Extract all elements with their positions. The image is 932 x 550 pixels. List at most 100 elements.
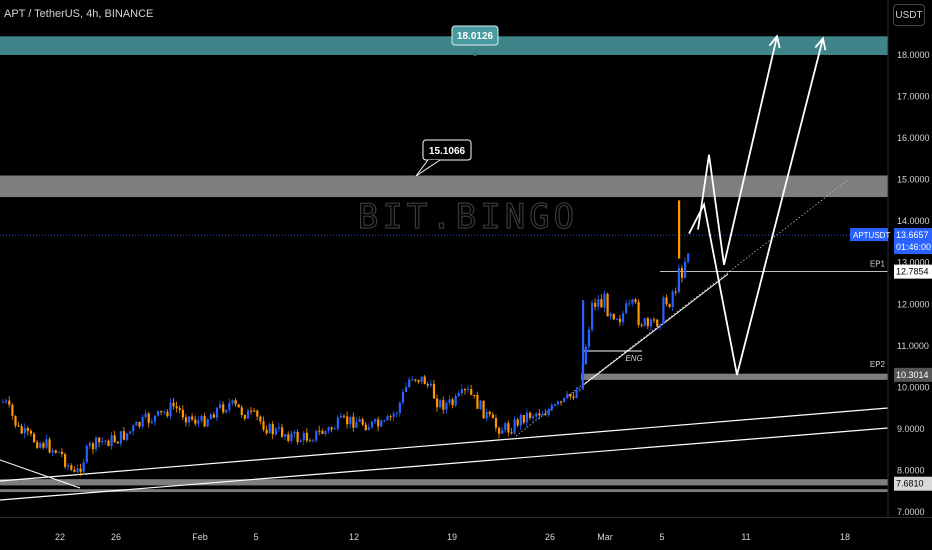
candle bbox=[423, 376, 426, 385]
candle bbox=[157, 410, 160, 416]
candle bbox=[315, 430, 318, 441]
y-tick-label: 12.0000 bbox=[897, 299, 930, 309]
candle bbox=[293, 431, 296, 434]
candle bbox=[5, 400, 8, 402]
current-price-tag-text: 13.6657 bbox=[896, 230, 929, 240]
x-tick-label: 11 bbox=[741, 532, 750, 542]
candle bbox=[594, 302, 597, 307]
candle bbox=[333, 428, 336, 430]
trendline-lower bbox=[0, 427, 889, 501]
candle bbox=[649, 319, 653, 327]
candle bbox=[14, 415, 17, 426]
candle bbox=[631, 299, 634, 304]
ep1-price-tag bbox=[894, 264, 932, 279]
candle bbox=[591, 302, 594, 330]
candle bbox=[414, 379, 417, 381]
candle bbox=[194, 419, 197, 424]
candle bbox=[299, 440, 302, 443]
candle bbox=[662, 297, 665, 324]
candle bbox=[603, 293, 606, 308]
symbol-tag-text: APTUSDT bbox=[853, 231, 890, 240]
candle bbox=[361, 419, 364, 425]
candle bbox=[141, 416, 144, 427]
candle bbox=[147, 413, 150, 423]
candle bbox=[250, 410, 253, 412]
candle bbox=[184, 417, 188, 423]
candle bbox=[330, 427, 333, 430]
candle bbox=[665, 297, 668, 305]
candle bbox=[95, 437, 98, 450]
candle bbox=[436, 398, 439, 408]
candle bbox=[482, 400, 485, 419]
candle bbox=[85, 445, 88, 463]
candle bbox=[355, 421, 358, 428]
candle bbox=[566, 393, 569, 398]
x-tick-label: Feb bbox=[192, 532, 208, 542]
candle bbox=[439, 400, 442, 408]
candle bbox=[535, 413, 538, 417]
candle bbox=[243, 414, 246, 419]
candle bbox=[20, 426, 23, 434]
candle bbox=[578, 389, 581, 391]
candle bbox=[501, 430, 504, 434]
candle bbox=[560, 401, 563, 403]
candle bbox=[491, 414, 494, 419]
candle bbox=[88, 443, 91, 446]
candle bbox=[401, 391, 405, 403]
candle bbox=[454, 395, 457, 406]
candle bbox=[634, 299, 637, 302]
candle bbox=[91, 443, 95, 450]
candle bbox=[637, 301, 640, 325]
candle bbox=[287, 434, 290, 441]
candle bbox=[498, 427, 501, 434]
candle bbox=[343, 415, 346, 417]
resistance-zone bbox=[0, 175, 888, 198]
candle bbox=[600, 299, 603, 308]
ep1-price-tag-text: 12.7854 bbox=[896, 267, 929, 277]
projection-arrowhead bbox=[768, 34, 781, 49]
y-tick-label: 14.0000 bbox=[897, 216, 930, 226]
candles bbox=[2, 200, 690, 477]
candle bbox=[507, 423, 510, 433]
candle bbox=[163, 411, 166, 413]
candle bbox=[420, 376, 423, 382]
candle bbox=[671, 291, 674, 307]
candle bbox=[352, 416, 355, 428]
ep1-label: EP1 bbox=[870, 260, 886, 269]
candle bbox=[510, 432, 513, 434]
candle bbox=[312, 440, 315, 442]
candle bbox=[107, 440, 110, 447]
candle bbox=[389, 416, 392, 418]
y-tick-label: 8.0000 bbox=[897, 465, 925, 475]
candle bbox=[324, 430, 327, 434]
candle bbox=[467, 389, 470, 391]
candle bbox=[79, 468, 82, 472]
candle bbox=[126, 433, 129, 440]
candle bbox=[296, 431, 299, 443]
watermark: BIT.BINGO bbox=[358, 197, 578, 237]
candle bbox=[525, 412, 529, 423]
y-tick-label: 11.0000 bbox=[897, 341, 929, 351]
candle bbox=[383, 420, 386, 422]
top-zone bbox=[0, 36, 888, 55]
candle bbox=[67, 465, 70, 467]
candle bbox=[64, 454, 67, 467]
currency-unit-button[interactable]: USDT bbox=[893, 4, 925, 26]
candle bbox=[625, 303, 628, 314]
y-tick-label: 7.0000 bbox=[897, 507, 925, 517]
x-tick-label: 5 bbox=[253, 532, 258, 542]
candle bbox=[302, 432, 305, 441]
candle bbox=[386, 416, 389, 421]
x-tick-label: 18 bbox=[840, 532, 850, 542]
candle bbox=[200, 416, 203, 421]
candle bbox=[290, 433, 293, 441]
candle bbox=[327, 427, 330, 431]
candle bbox=[281, 427, 284, 437]
candle bbox=[618, 318, 622, 323]
top-zone-anchor bbox=[473, 52, 477, 56]
candle bbox=[203, 416, 206, 427]
candle bbox=[522, 414, 525, 423]
candle bbox=[370, 421, 374, 428]
candle bbox=[305, 432, 308, 441]
